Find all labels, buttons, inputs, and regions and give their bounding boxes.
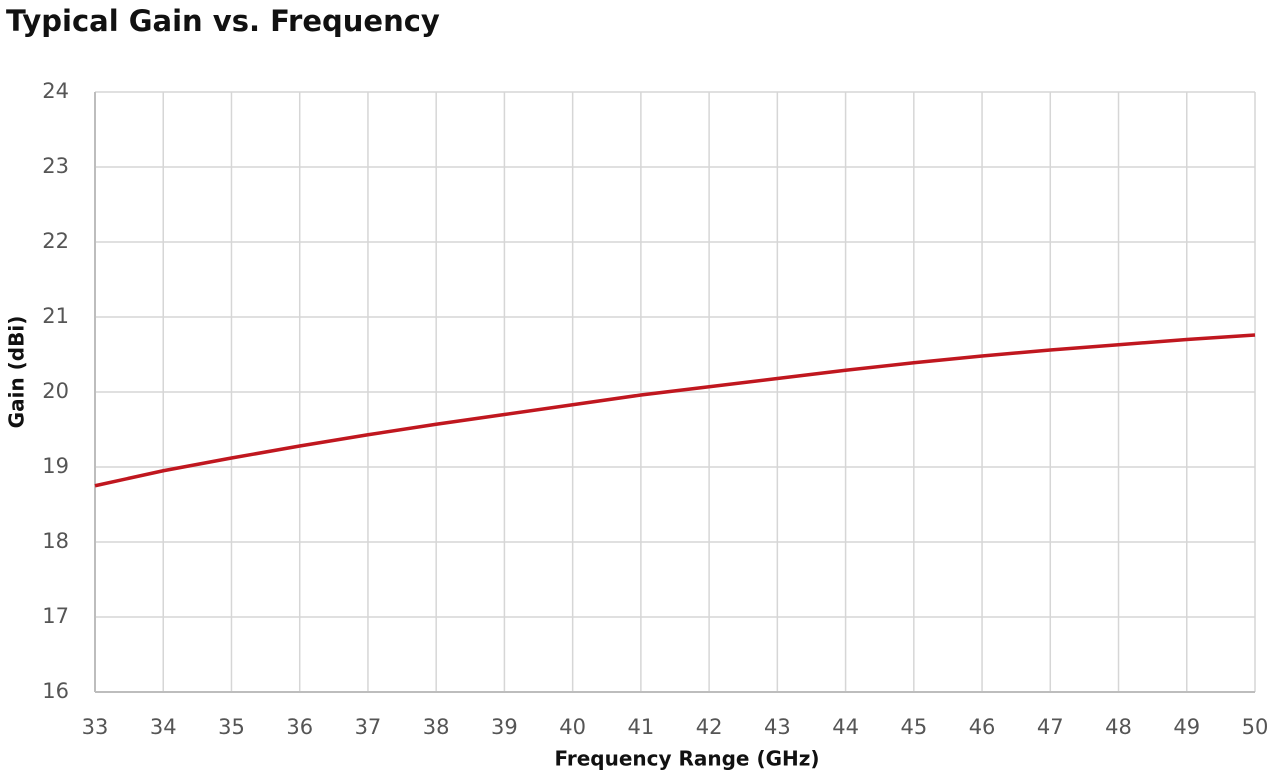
x-tick-label: 41 xyxy=(628,715,655,739)
data-line xyxy=(94,333,1256,488)
y-tick-label: 18 xyxy=(42,529,69,553)
y-tick-label: 21 xyxy=(42,304,69,328)
x-axis-title: Frequency Range (GHz) xyxy=(554,747,819,771)
x-tick-label: 48 xyxy=(1105,715,1132,739)
x-tick-label: 45 xyxy=(900,715,927,739)
y-tick-label: 19 xyxy=(42,454,69,478)
x-tick-label: 38 xyxy=(423,715,450,739)
x-tick-label: 42 xyxy=(696,715,723,739)
x-tick-label: 33 xyxy=(82,715,109,739)
x-tick-label: 39 xyxy=(491,715,518,739)
x-tick-label: 37 xyxy=(355,715,382,739)
x-tick-label: 46 xyxy=(969,715,996,739)
y-tick-label: 22 xyxy=(42,229,69,253)
chart-title: Typical Gain vs. Frequency xyxy=(6,4,440,38)
x-tick-label: 35 xyxy=(218,715,245,739)
y-tick-label: 17 xyxy=(42,604,69,628)
y-axis-title: Gain (dBi) xyxy=(5,316,29,429)
x-tick-label: 47 xyxy=(1037,715,1064,739)
x-tick-label: 44 xyxy=(832,715,859,739)
y-tick-label: 20 xyxy=(42,379,69,403)
y-tick-label: 24 xyxy=(42,79,69,103)
x-tick-label: 43 xyxy=(764,715,791,739)
x-tick-label: 40 xyxy=(559,715,586,739)
x-tick-label: 49 xyxy=(1173,715,1200,739)
x-tick-label: 34 xyxy=(150,715,177,739)
x-tick-label: 36 xyxy=(286,715,313,739)
x-tick-label: 50 xyxy=(1242,715,1269,739)
y-tick-label: 23 xyxy=(42,154,69,178)
y-tick-label: 16 xyxy=(42,679,69,703)
